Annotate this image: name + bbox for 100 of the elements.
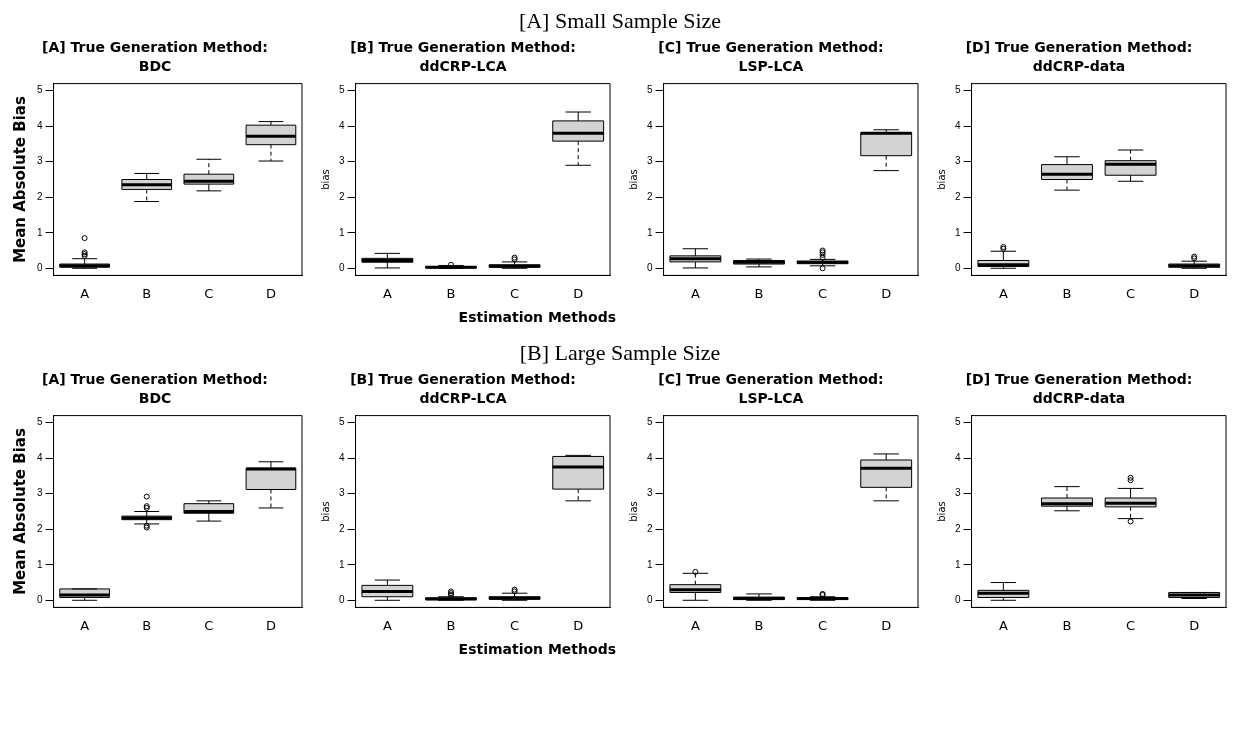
y-axis-title: bias: [319, 169, 331, 190]
y-tick-label: 2: [339, 523, 345, 535]
y-tick-label: 3: [37, 155, 43, 167]
x-tick-label: A: [998, 617, 1008, 633]
y-tick-label: 1: [339, 558, 345, 570]
y-tick-label: 1: [339, 226, 345, 238]
y-tick-label: 4: [955, 119, 961, 131]
y-tick-label: 0: [647, 594, 653, 606]
y-tick-label: 3: [339, 487, 345, 499]
chart-title: [B] True Generation Method:: [350, 371, 576, 388]
y-tick-label: 2: [37, 191, 43, 203]
chart-subtitle: BDC: [138, 57, 172, 74]
y-tick-label: 2: [955, 523, 961, 535]
x-tick-label: D: [265, 285, 276, 301]
y-tick-label: 4: [647, 451, 653, 463]
text: [A] Small Sample Size: [517, 8, 723, 34]
x-tick-label: D: [881, 617, 892, 633]
y-tick-label: 5: [339, 84, 345, 96]
chart-title: [C] True Generation Method:: [658, 39, 884, 56]
y-tick-label: 5: [955, 84, 961, 96]
y-tick-label: 3: [647, 155, 653, 167]
x-tick-label: A: [382, 285, 392, 301]
x-tick-label: C: [1126, 285, 1136, 301]
chart-subtitle: LSP-LCA: [738, 389, 804, 406]
y-tick-label: 0: [37, 594, 43, 606]
x-tick-label: A: [690, 617, 700, 633]
y-tick-label: 0: [955, 262, 961, 274]
x-tick-label: B: [1062, 285, 1072, 301]
y-tick-label: 5: [37, 416, 43, 428]
y-axis-title: Mean Absolute Bias: [10, 428, 29, 595]
x-tick-label: B: [142, 617, 152, 633]
y-tick-label: 5: [339, 416, 345, 428]
x-tick-label: D: [1189, 285, 1200, 301]
x-tick-label: C: [818, 617, 828, 633]
y-tick-label: 0: [647, 262, 653, 274]
x-tick-label: B: [142, 285, 152, 301]
y-tick-label: 0: [339, 594, 345, 606]
y-tick-label: 1: [37, 558, 43, 570]
y-tick-label: 3: [339, 155, 345, 167]
y-tick-label: 5: [647, 416, 653, 428]
x-tick-label: A: [80, 617, 90, 633]
x-tick-label: A: [998, 285, 1008, 301]
y-tick-label: 3: [37, 487, 43, 499]
y-axis-title: bias: [627, 169, 639, 190]
y-axis-title: bias: [319, 501, 331, 522]
x-tick-label: B: [1062, 617, 1072, 633]
y-tick-label: 0: [37, 262, 43, 274]
y-axis-title: bias: [935, 501, 947, 522]
y-tick-label: 3: [647, 487, 653, 499]
y-tick-label: 2: [955, 191, 961, 203]
y-tick-label: 0: [955, 594, 961, 606]
y-tick-label: 4: [37, 451, 43, 463]
x-tick-label: A: [80, 285, 90, 301]
x-tick-label: B: [446, 285, 456, 301]
y-tick-label: 5: [37, 84, 43, 96]
chart-title: [A] True Generation Method:: [42, 39, 268, 56]
y-axis-title: Mean Absolute Bias: [10, 96, 29, 263]
x-axis-title: Estimation Methods: [457, 309, 616, 325]
x-tick-label: C: [510, 285, 520, 301]
chart-subtitle: ddCRP-data: [1032, 57, 1126, 74]
chart-title: [D] True Generation Method:: [965, 371, 1193, 388]
chart-title: [B] True Generation Method:: [350, 39, 576, 56]
chart-subtitle: ddCRP-data: [1032, 389, 1126, 406]
y-tick-label: 4: [37, 119, 43, 131]
chart-title: [D] True Generation Method:: [965, 39, 1193, 56]
x-tick-label: B: [446, 617, 456, 633]
chart-subtitle: BDC: [138, 389, 172, 406]
chart-title: [A] True Generation Method:: [42, 371, 268, 388]
y-tick-label: 4: [339, 451, 345, 463]
y-tick-label: 1: [955, 226, 961, 238]
chart-title: [C] True Generation Method:: [658, 371, 884, 388]
y-tick-label: 4: [955, 451, 961, 463]
x-tick-label: D: [573, 617, 584, 633]
y-tick-label: 3: [955, 155, 961, 167]
y-tick-label: 3: [955, 487, 961, 499]
y-tick-label: 4: [647, 119, 653, 131]
y-tick-label: 1: [955, 558, 961, 570]
text: [B] Large Sample Size: [518, 340, 722, 366]
x-tick-label: C: [818, 285, 828, 301]
y-tick-label: 1: [647, 226, 653, 238]
x-tick-label: D: [573, 285, 584, 301]
y-tick-label: 2: [37, 523, 43, 535]
y-tick-label: 1: [37, 226, 43, 238]
y-axis-title: bias: [935, 169, 947, 190]
x-tick-label: D: [1189, 617, 1200, 633]
chart-subtitle: LSP-LCA: [738, 57, 804, 74]
y-tick-label: 2: [339, 191, 345, 203]
x-tick-label: D: [881, 285, 892, 301]
x-tick-label: C: [204, 617, 214, 633]
y-tick-label: 0: [339, 262, 345, 274]
x-axis-title: Estimation Methods: [457, 641, 616, 657]
x-tick-label: B: [754, 285, 764, 301]
y-tick-label: 5: [955, 416, 961, 428]
y-tick-label: 2: [647, 523, 653, 535]
x-tick-label: A: [690, 285, 700, 301]
y-tick-label: 1: [647, 558, 653, 570]
y-tick-label: 2: [647, 191, 653, 203]
y-axis-title: bias: [627, 501, 639, 522]
y-tick-label: 5: [647, 84, 653, 96]
y-tick-label: 4: [339, 119, 345, 131]
